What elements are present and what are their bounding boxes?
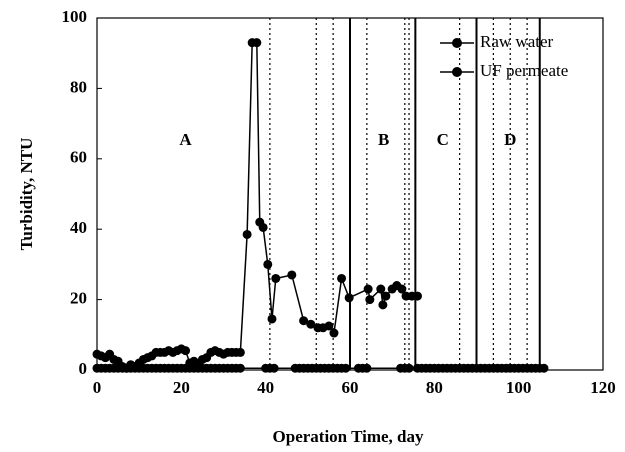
x-axis-label: Operation Time, day bbox=[273, 427, 424, 446]
legend-marker bbox=[452, 38, 462, 48]
x-tick-label: 120 bbox=[590, 378, 616, 397]
data-point bbox=[363, 284, 373, 294]
legend-marker bbox=[452, 67, 462, 77]
data-point bbox=[329, 328, 339, 338]
data-point bbox=[299, 316, 309, 326]
data-point bbox=[306, 319, 316, 329]
data-point bbox=[381, 291, 391, 301]
data-point bbox=[267, 314, 277, 324]
x-tick-label: 100 bbox=[506, 378, 532, 397]
data-point bbox=[271, 273, 281, 283]
data-point bbox=[365, 295, 375, 305]
y-tick-label: 100 bbox=[62, 7, 88, 26]
data-point bbox=[242, 229, 252, 239]
x-tick-label: 60 bbox=[342, 378, 359, 397]
data-point bbox=[258, 222, 268, 232]
data-point bbox=[252, 38, 262, 48]
y-tick-label: 20 bbox=[70, 289, 87, 308]
data-point bbox=[376, 284, 386, 294]
data-point bbox=[362, 363, 372, 373]
region-label: D bbox=[504, 130, 516, 149]
series-line bbox=[96, 41, 418, 370]
data-point bbox=[344, 293, 354, 303]
y-tick-label: 40 bbox=[70, 218, 87, 237]
data-point bbox=[539, 363, 549, 373]
y-tick-label: 60 bbox=[70, 148, 87, 167]
y-tick-label: 0 bbox=[79, 359, 88, 378]
region-label: A bbox=[179, 130, 192, 149]
y-axis-label: Turbidity, NTU bbox=[17, 138, 36, 251]
region-label: B bbox=[378, 130, 389, 149]
data-point bbox=[235, 363, 245, 373]
region-label: C bbox=[437, 130, 449, 149]
data-point bbox=[341, 363, 351, 373]
data-point bbox=[337, 273, 347, 283]
data-point bbox=[263, 259, 273, 269]
data-point bbox=[324, 321, 334, 331]
x-tick-label: 20 bbox=[173, 378, 190, 397]
data-point bbox=[181, 346, 191, 356]
x-tick-label: 0 bbox=[93, 378, 102, 397]
legend-label: Raw water bbox=[480, 32, 554, 51]
data-point bbox=[287, 270, 297, 280]
data-point bbox=[404, 363, 414, 373]
x-tick-label: 80 bbox=[426, 378, 443, 397]
data-point bbox=[412, 291, 422, 301]
data-point bbox=[397, 284, 407, 294]
legend-label: UF permeate bbox=[480, 61, 568, 80]
y-tick-label: 80 bbox=[70, 77, 87, 96]
data-point bbox=[378, 300, 388, 310]
x-tick-label: 40 bbox=[257, 378, 274, 397]
data-point bbox=[269, 363, 279, 373]
data-point bbox=[235, 347, 245, 357]
